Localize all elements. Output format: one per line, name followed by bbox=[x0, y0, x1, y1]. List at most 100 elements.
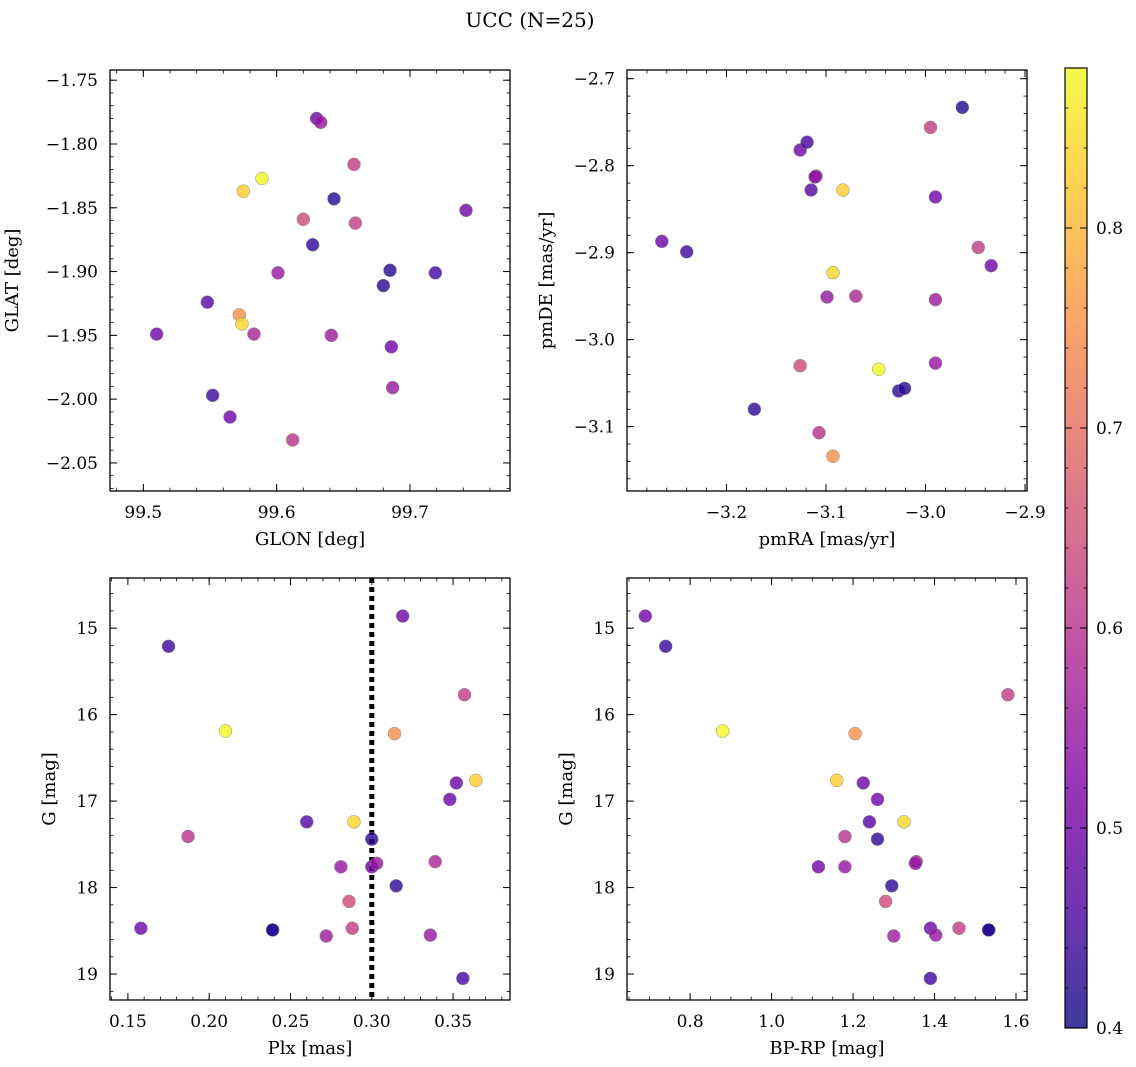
figure-title: UCC (N=25) bbox=[465, 8, 594, 32]
data-point bbox=[800, 135, 814, 149]
data-point bbox=[870, 792, 885, 807]
data-point bbox=[804, 183, 818, 197]
data-point bbox=[897, 815, 911, 829]
y-tick-label: 18 bbox=[76, 879, 98, 899]
y-tick-label: −2.8 bbox=[574, 157, 615, 177]
data-point bbox=[928, 190, 943, 204]
data-point bbox=[387, 726, 402, 741]
panel-pmra-pmde: −3.2 −3.1 −3.0 −2.9 −2.7 −2.8 −2.9 −3.0 −3.1 pmRA… bbox=[536, 69, 1046, 550]
y-tick-label: −3.1 bbox=[574, 418, 615, 438]
data-point bbox=[871, 362, 886, 376]
data-point bbox=[459, 203, 473, 218]
data-point bbox=[952, 921, 966, 935]
y-tick-label: −2.05 bbox=[46, 454, 98, 474]
x-axis-label: pmRA [mas/yr] bbox=[759, 529, 896, 550]
data-point bbox=[265, 923, 280, 937]
x-axis-label: Plx [mas] bbox=[268, 1038, 353, 1059]
data-point bbox=[856, 776, 871, 790]
data-point bbox=[923, 971, 938, 986]
x-tick-label: 0.25 bbox=[272, 1012, 310, 1032]
y-tick-label: 19 bbox=[593, 965, 615, 985]
y-axis-label: GLAT [deg] bbox=[2, 229, 23, 333]
x-axis-label: BP-RP [mag] bbox=[769, 1038, 884, 1059]
data-point bbox=[428, 854, 442, 869]
data-point bbox=[296, 212, 311, 227]
data-point bbox=[849, 289, 863, 303]
colorbar-tick-label: 0.4 bbox=[1096, 1019, 1123, 1039]
data-point bbox=[255, 171, 269, 186]
colorbar-tick-label: 0.6 bbox=[1096, 619, 1123, 639]
data-point bbox=[218, 724, 233, 738]
x-tick-label: 1.6 bbox=[1002, 1012, 1029, 1032]
y-axis-label: G [mag] bbox=[39, 752, 60, 825]
data-point bbox=[376, 278, 391, 293]
y-tick-label: −1.80 bbox=[46, 135, 98, 155]
y-tick-label: −2.9 bbox=[574, 244, 615, 264]
data-point bbox=[345, 921, 360, 935]
data-point bbox=[324, 328, 339, 343]
data-point bbox=[369, 856, 384, 871]
x-tick-label: 1.4 bbox=[921, 1012, 948, 1032]
data-point bbox=[812, 425, 826, 440]
axes-frame bbox=[626, 577, 1028, 1001]
data-point bbox=[385, 380, 400, 395]
data-point bbox=[929, 928, 943, 942]
y-axis-label: G [mag] bbox=[556, 752, 577, 825]
data-point bbox=[347, 815, 361, 829]
data-point bbox=[305, 238, 320, 252]
data-point bbox=[457, 687, 472, 702]
colorbar-tick-label: 0.8 bbox=[1096, 219, 1123, 239]
x-tick-label: 0.15 bbox=[109, 1012, 147, 1032]
x-tick-label: 0.30 bbox=[353, 1012, 391, 1032]
data-point bbox=[319, 929, 334, 943]
data-point bbox=[271, 266, 285, 280]
y-tick-label: 17 bbox=[76, 792, 98, 812]
data-point bbox=[878, 894, 893, 909]
y-tick-label: −1.90 bbox=[46, 263, 98, 283]
y-tick-label: 15 bbox=[76, 619, 98, 639]
data-point bbox=[679, 245, 694, 259]
y-tick-label: 19 bbox=[76, 965, 98, 985]
data-point bbox=[285, 433, 300, 447]
data-point bbox=[836, 183, 850, 197]
data-point bbox=[247, 327, 261, 341]
data-point bbox=[200, 295, 215, 309]
data-point bbox=[423, 928, 438, 942]
axes-frame bbox=[109, 69, 511, 492]
data-point bbox=[928, 356, 943, 370]
data-point bbox=[395, 609, 410, 623]
y-tick-label: −1.95 bbox=[46, 326, 98, 346]
x-tick-label: 99.7 bbox=[391, 503, 429, 523]
y-tick-label: −2.7 bbox=[574, 70, 615, 90]
x-tick-label: 1.2 bbox=[840, 1012, 867, 1032]
data-point bbox=[161, 639, 176, 654]
data-point bbox=[181, 829, 195, 844]
x-tick-label: 1.0 bbox=[758, 1012, 785, 1032]
data-point bbox=[862, 815, 877, 829]
y-tick-label: −2.00 bbox=[46, 390, 98, 410]
data-point bbox=[449, 776, 464, 790]
data-point bbox=[443, 792, 457, 807]
y-tick-label: 16 bbox=[76, 706, 98, 726]
data-point bbox=[456, 971, 470, 986]
data-point bbox=[299, 815, 314, 829]
x-tick-label: −3.0 bbox=[905, 503, 946, 523]
data-point bbox=[235, 317, 249, 331]
y-tick-label: −1.75 bbox=[46, 71, 98, 91]
data-point bbox=[984, 258, 998, 273]
data-point bbox=[365, 832, 379, 846]
data-point bbox=[811, 860, 826, 874]
data-point bbox=[826, 449, 840, 463]
data-point bbox=[747, 402, 762, 416]
data-point bbox=[347, 157, 361, 172]
data-point bbox=[1001, 687, 1015, 702]
data-point bbox=[205, 388, 220, 403]
x-tick-label: 99.5 bbox=[124, 503, 162, 523]
y-tick-label: −3.0 bbox=[574, 331, 615, 351]
data-point bbox=[838, 860, 852, 874]
colorbar-tick-label: 0.5 bbox=[1096, 819, 1123, 839]
axes-frame bbox=[626, 69, 1028, 492]
panel-glon-glat: 99.5 99.6 99.7 −1.75 −1.80 −1.85 −1.90 −1.95 −2.… bbox=[2, 69, 511, 550]
data-point bbox=[327, 192, 341, 206]
